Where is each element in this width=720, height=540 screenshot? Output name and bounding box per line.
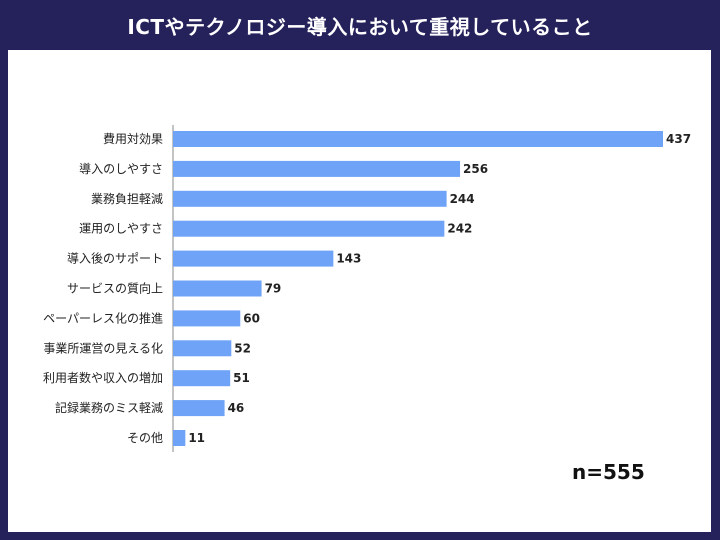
category-label-3: 運用のしやすさ bbox=[79, 222, 163, 236]
bar-10 bbox=[173, 430, 186, 446]
value-label-4: 143 bbox=[336, 252, 361, 266]
value-label-10: 11 bbox=[188, 431, 205, 445]
bar-9 bbox=[173, 400, 225, 417]
category-label-1: 導入のしやすさ bbox=[79, 162, 163, 176]
category-label-5: サービスの質向上 bbox=[67, 281, 163, 296]
category-label-8: 利用者数や収入の増加 bbox=[43, 370, 163, 385]
category-label-9: 記録業務のミス軽減 bbox=[55, 400, 163, 415]
bar-5 bbox=[173, 280, 262, 297]
chart-panel bbox=[8, 50, 711, 532]
page-title: ICTやテクノロジー導入において重視していること bbox=[127, 14, 593, 39]
bar-6 bbox=[173, 310, 241, 327]
category-label-7: 事業所運営の見える化 bbox=[43, 341, 163, 355]
category-label-2: 業務負担軽減 bbox=[91, 191, 163, 206]
bar-7 bbox=[173, 340, 232, 357]
bar-0 bbox=[173, 131, 663, 147]
value-label-9: 46 bbox=[228, 401, 245, 415]
category-label-0: 費用対効果 bbox=[103, 131, 163, 146]
value-label-8: 51 bbox=[233, 371, 250, 385]
value-label-1: 256 bbox=[463, 162, 488, 176]
value-label-6: 60 bbox=[243, 311, 260, 325]
sample-size-label: n=555 bbox=[572, 460, 645, 484]
bar-8 bbox=[173, 370, 231, 387]
bar-1 bbox=[173, 160, 461, 177]
value-label-2: 244 bbox=[450, 192, 475, 206]
bar-4 bbox=[173, 250, 334, 267]
value-label-0: 437 bbox=[666, 132, 691, 146]
category-label-4: 導入後のサポート bbox=[67, 252, 163, 266]
bar-3 bbox=[173, 220, 445, 237]
bar-2 bbox=[173, 190, 447, 207]
category-label-6: ペーパーレス化の推進 bbox=[43, 311, 163, 325]
value-label-3: 242 bbox=[447, 222, 472, 236]
value-label-5: 79 bbox=[265, 282, 282, 296]
category-label-10: その他 bbox=[127, 431, 163, 445]
value-label-7: 52 bbox=[234, 341, 251, 355]
